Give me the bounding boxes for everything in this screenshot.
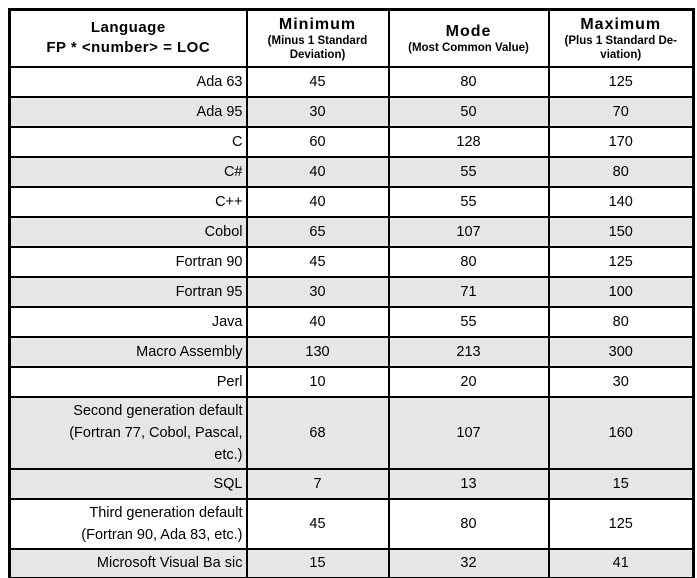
table-row: Second generation default (Fortran 77, Co… [8, 395, 695, 470]
language-cell: SQL [8, 467, 248, 500]
language-cell: Third generation default (Fortran 90, Ada… [8, 497, 248, 550]
mode-value-cell: 55 [387, 155, 550, 188]
mode-value-cell: 107 [387, 215, 550, 248]
mode-value-cell: 13 [387, 467, 550, 500]
minimum-value-cell: 60 [245, 125, 390, 158]
language-cell: Java [8, 305, 248, 338]
maximum-value-cell: 125 [547, 65, 695, 98]
maximum-value-cell: 150 [547, 215, 695, 248]
fp-formula-label: FP * <number> = LOC [46, 39, 211, 57]
minimum-value-cell: 30 [245, 95, 390, 128]
language-header-title: Language [90, 19, 166, 37]
maximum-header-title: Maximum [580, 15, 662, 33]
mode-value-cell: 50 [387, 95, 550, 128]
language-cell: Cobol [8, 215, 248, 248]
language-cell: C# [8, 155, 248, 188]
language-cell: C [8, 125, 248, 158]
table-body: Ada 63 45 80 125 Ada 95 30 50 70 C 60 128 170 C# 40 55… [8, 65, 695, 578]
minimum-value-cell: 65 [245, 215, 390, 248]
mode-value-cell: 71 [387, 275, 550, 308]
maximum-value-cell: 125 [547, 497, 695, 550]
mode-value-cell: 80 [387, 245, 550, 278]
table-row: Macro Assembly 130 213 300 [8, 335, 695, 368]
minimum-header-subtitle-line1: (Minus 1 Standard [267, 34, 368, 47]
mode-value-cell: 32 [387, 547, 550, 578]
table-row: Ada 95 30 50 70 [8, 95, 695, 128]
minimum-value-cell: 30 [245, 275, 390, 308]
mode-value-cell: 128 [387, 125, 550, 158]
language-cell: Perl [8, 365, 248, 398]
table-row: Perl 10 20 30 [8, 365, 695, 398]
table-row: Fortran 90 45 80 125 [8, 245, 695, 278]
mode-value-cell: 20 [387, 365, 550, 398]
language-cell: Fortran 95 [8, 275, 248, 308]
minimum-value-cell: 15 [245, 547, 390, 578]
minimum-value-cell: 68 [245, 395, 390, 470]
maximum-value-cell: 140 [547, 185, 695, 218]
language-column-header: Language FP * <number> = LOC [8, 8, 248, 68]
fp-loc-conversion-table: Language FP * <number> = LOC Minimum (Mi… [8, 8, 695, 578]
minimum-value-cell: 10 [245, 365, 390, 398]
language-cell: Ada 95 [8, 95, 248, 128]
table-row: Ada 63 45 80 125 [8, 65, 695, 98]
minimum-value-cell: 45 [245, 497, 390, 550]
mode-value-cell: 55 [387, 185, 550, 218]
maximum-value-cell: 70 [547, 95, 695, 128]
mode-value-cell: 55 [387, 305, 550, 338]
table-row: Cobol 65 107 150 [8, 215, 695, 248]
mode-value-cell: 80 [387, 497, 550, 550]
minimum-value-cell: 45 [245, 65, 390, 98]
minimum-header-subtitle-line2: Deviation) [289, 48, 346, 61]
table-row: C++ 40 55 140 [8, 185, 695, 218]
maximum-value-cell: 41 [547, 547, 695, 578]
language-cell: Second generation default (Fortran 77, Co… [8, 395, 248, 470]
maximum-value-cell: 80 [547, 305, 695, 338]
table-row: Third generation default (Fortran 90, Ada… [8, 497, 695, 550]
language-cell: Fortran 90 [8, 245, 248, 278]
mode-value-cell: 107 [387, 395, 550, 470]
mode-value-cell: 80 [387, 65, 550, 98]
header-row: Language FP * <number> = LOC Minimum (Mi… [8, 8, 695, 68]
maximum-value-cell: 170 [547, 125, 695, 158]
maximum-value-cell: 15 [547, 467, 695, 500]
maximum-header-subtitle-line1: (Plus 1 Standard De- [564, 34, 677, 47]
minimum-value-cell: 7 [245, 467, 390, 500]
maximum-value-cell: 160 [547, 395, 695, 470]
minimum-value-cell: 40 [245, 305, 390, 338]
minimum-value-cell: 45 [245, 245, 390, 278]
maximum-value-cell: 80 [547, 155, 695, 188]
mode-header-title: Mode [445, 22, 492, 40]
table-row: Fortran 95 30 71 100 [8, 275, 695, 308]
table-row: Java 40 55 80 [8, 305, 695, 338]
maximum-column-header: Maximum (Plus 1 Standard De- viation) [547, 8, 695, 68]
language-cell: Macro Assembly [8, 335, 248, 368]
minimum-value-cell: 40 [245, 185, 390, 218]
minimum-column-header: Minimum (Minus 1 Standard Deviation) [245, 8, 390, 68]
language-cell: C++ [8, 185, 248, 218]
mode-header-subtitle-line1: (Most Common Value) [408, 41, 529, 54]
minimum-value-cell: 130 [245, 335, 390, 368]
maximum-value-cell: 125 [547, 245, 695, 278]
maximum-value-cell: 30 [547, 365, 695, 398]
maximum-value-cell: 100 [547, 275, 695, 308]
minimum-header-title: Minimum [278, 15, 357, 33]
mode-column-header: Mode (Most Common Value) [387, 8, 550, 68]
table-row: SQL 7 13 15 [8, 467, 695, 500]
maximum-value-cell: 300 [547, 335, 695, 368]
mode-value-cell: 213 [387, 335, 550, 368]
minimum-value-cell: 40 [245, 155, 390, 188]
language-cell: Ada 63 [8, 65, 248, 98]
table-row: C# 40 55 80 [8, 155, 695, 188]
language-cell: Microsoft Visual Ba sic [8, 547, 248, 578]
maximum-header-subtitle-line2: viation) [600, 48, 642, 61]
table-row: Microsoft Visual Ba sic 15 32 41 [8, 547, 695, 578]
table-row: C 60 128 170 [8, 125, 695, 158]
